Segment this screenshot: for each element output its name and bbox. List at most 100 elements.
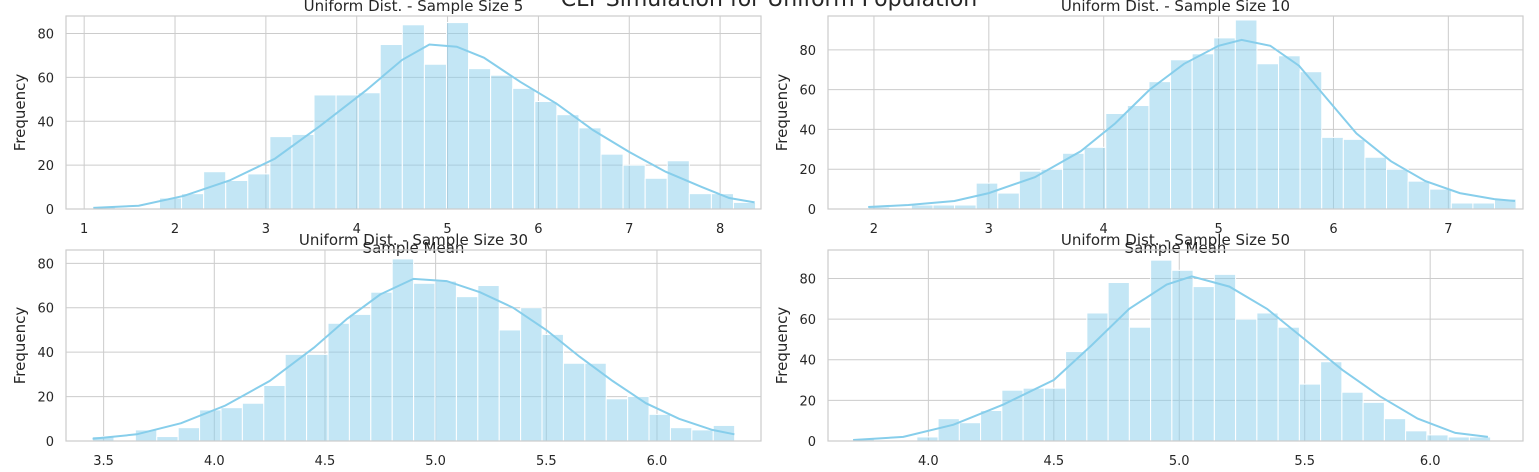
y-tick-label: 80 — [799, 272, 816, 287]
x-tick-label: 6.0 — [1420, 454, 1441, 469]
histogram-bar — [1321, 136, 1344, 210]
histogram-bar — [1277, 326, 1300, 442]
histogram-bar — [916, 436, 939, 442]
y-tick-label: 20 — [37, 159, 54, 174]
histogram-bar — [1043, 387, 1067, 442]
x-tick-label: 3.5 — [93, 454, 114, 469]
x-tick-label: 5.5 — [1294, 454, 1315, 469]
histogram-bar — [1001, 389, 1024, 442]
histogram-bar — [1364, 156, 1388, 210]
histogram-bar — [997, 192, 1020, 210]
y-tick-label: 40 — [37, 115, 54, 130]
histogram-bar — [263, 384, 286, 442]
histogram-bar — [1213, 273, 1237, 442]
histogram-bar — [1429, 188, 1452, 210]
y-tick-label: 40 — [37, 346, 54, 361]
histogram-bar — [490, 74, 514, 210]
histogram-bar — [225, 179, 249, 210]
x-tick-label: 6 — [534, 222, 542, 237]
x-tick-label: 2 — [870, 222, 878, 237]
y-tick-label: 20 — [799, 163, 816, 178]
x-tick-label: 4.0 — [204, 454, 225, 469]
x-tick-label: 5.0 — [425, 454, 446, 469]
histogram-bar — [1234, 19, 1258, 210]
histogram-bar — [688, 193, 712, 210]
histogram-bar — [1018, 170, 1042, 210]
y-tick-label: 0 — [808, 203, 816, 218]
subplot-title: Uniform Dist. - Sample Size 30 — [299, 231, 528, 249]
histogram-bar — [1256, 63, 1280, 210]
histogram-bar — [370, 291, 393, 442]
histogram-bar — [1426, 434, 1449, 442]
histogram-bar — [1170, 59, 1193, 210]
histogram-bar — [413, 282, 436, 442]
histogram-bar — [423, 63, 447, 210]
x-tick-label: 7 — [625, 222, 633, 237]
kde-line — [93, 43, 755, 209]
y-axis-label: Frequency — [773, 74, 791, 152]
x-tick-label: 4.5 — [315, 454, 336, 469]
x-axis-label: Sample Mean — [1125, 239, 1227, 257]
histogram-bar — [1171, 269, 1194, 442]
y-axis-label: Frequency — [773, 307, 791, 385]
histogram-bar — [313, 94, 337, 210]
subplot-2: 2 3 4 5 6 7 0 20 40 60 80 Uniform Dist. - Sample Si… — [773, 0, 1524, 257]
y-tick-label: 0 — [46, 203, 54, 218]
y-tick-label: 60 — [799, 84, 816, 99]
x-axis-label: Sample Mean — [363, 239, 465, 257]
x-tick-label: 5.0 — [1169, 454, 1190, 469]
x-tick-label: 5.5 — [536, 454, 557, 469]
x-tick-label: 5 — [1214, 222, 1222, 237]
histogram-bar — [1278, 55, 1301, 210]
y-tick-label: 80 — [37, 257, 54, 272]
histogram-bar — [980, 410, 1003, 442]
kde-line — [853, 275, 1489, 441]
histogram-bar — [1320, 361, 1343, 442]
histogram-bar — [562, 362, 586, 442]
y-axis-label: Frequency — [11, 307, 29, 385]
y-tick-label: 60 — [799, 313, 816, 328]
histogram-bar — [477, 285, 500, 442]
y-tick-label: 20 — [799, 394, 816, 409]
histogram-bar — [1256, 312, 1279, 442]
axes-frame — [65, 15, 762, 210]
histogram-bar — [1148, 81, 1172, 210]
figure-title: CLT Simulation for Uniform Population — [561, 0, 977, 12]
x-tick-label: 3 — [985, 222, 993, 237]
histogram-bar — [1126, 105, 1150, 210]
histogram-bar — [605, 398, 629, 442]
axes-frame — [827, 249, 1524, 442]
histogram-bar — [1407, 180, 1431, 210]
histogram-bar — [291, 133, 315, 210]
histogram-bar — [512, 87, 536, 210]
histogram-bar — [357, 92, 381, 210]
x-tick-label: 8 — [716, 222, 724, 237]
histogram-bar — [1342, 138, 1366, 210]
axes-frame — [827, 15, 1524, 210]
x-tick-label: 5 — [443, 222, 451, 237]
histogram-bar — [1299, 71, 1323, 210]
histogram-bar — [1341, 391, 1364, 442]
histogram-bar — [1022, 387, 1045, 442]
histogram-bar — [556, 114, 580, 210]
histogram-bar — [247, 173, 271, 210]
histogram-bar — [1192, 286, 1215, 442]
histogram-bar — [600, 153, 624, 210]
histogram-bar — [1128, 326, 1152, 442]
histogram-bar — [1040, 168, 1064, 210]
subplot-title: Uniform Dist. - Sample Size 50 — [1061, 231, 1290, 249]
x-tick-label: 2 — [171, 222, 179, 237]
histogram-bar — [669, 427, 693, 442]
y-tick-label: 60 — [37, 302, 54, 317]
histogram-bar — [306, 353, 329, 442]
x-tick-label: 4.0 — [918, 454, 939, 469]
histogram-bar — [1447, 436, 1470, 442]
y-tick-label: 0 — [808, 435, 816, 450]
y-tick-label: 20 — [37, 391, 54, 406]
histogram-bar — [732, 201, 757, 210]
histogram-bar — [203, 171, 227, 210]
histogram-bar — [534, 101, 558, 210]
histogram-bar — [691, 429, 714, 442]
y-tick-label: 40 — [799, 123, 816, 138]
